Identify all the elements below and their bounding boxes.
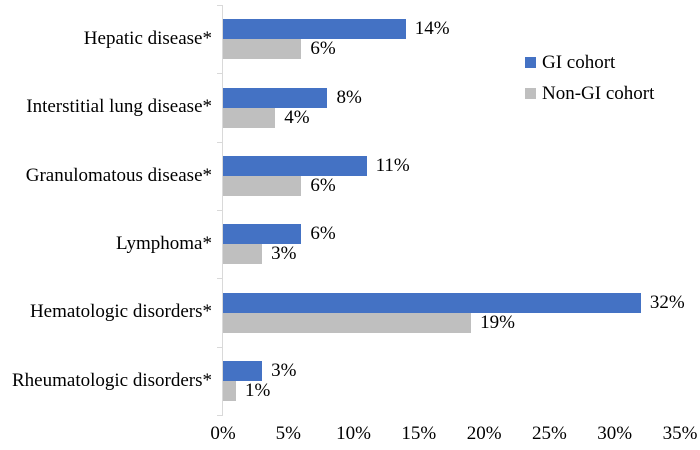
- x-axis-tick-label: 20%: [466, 423, 502, 444]
- bar-non-gi-cohort: [223, 39, 302, 60]
- bar-gi-cohort: [223, 87, 328, 108]
- non-gi-cohort-swatch-icon: [525, 88, 536, 99]
- value-label: 6%: [310, 38, 336, 60]
- y-axis-tick: [217, 278, 223, 279]
- y-axis-tick: [217, 73, 223, 74]
- legend: GI cohort Non-GI cohort: [525, 47, 654, 109]
- bar-non-gi-cohort: [223, 107, 276, 128]
- value-label: 11%: [375, 154, 410, 176]
- value-label: 14%: [414, 18, 450, 40]
- y-axis-tick: [217, 5, 223, 6]
- category-label: Lymphoma*: [115, 233, 212, 255]
- bar-gi-cohort: [223, 19, 406, 40]
- bar-gi-cohort: [223, 292, 641, 313]
- category-label: Hematologic disorders*: [29, 301, 212, 323]
- x-axis-tick-label: 25%: [532, 423, 567, 444]
- x-axis-tick-label: 15%: [401, 423, 437, 444]
- value-label: 1%: [245, 379, 271, 401]
- x-axis-tick-label: 10%: [336, 423, 371, 444]
- legend-item-gi-cohort: GI cohort: [525, 47, 654, 78]
- bar-gi-cohort: [223, 155, 367, 176]
- category-label: Granulomatous disease*: [25, 164, 212, 186]
- value-label: 3%: [271, 359, 297, 381]
- value-label: 6%: [310, 174, 336, 196]
- bar-non-gi-cohort: [223, 244, 263, 265]
- x-axis-tick-label: 5%: [275, 423, 301, 444]
- legend-label: Non-GI cohort: [542, 82, 655, 104]
- category-label: Hepatic disease*: [83, 28, 212, 50]
- value-label: 6%: [310, 223, 336, 245]
- x-axis-tick-label: 30%: [597, 423, 633, 444]
- x-axis-tick-label: 0%: [210, 423, 236, 444]
- gi-cohort-swatch-icon: [525, 57, 536, 68]
- category-label: Interstitial lung disease*: [26, 96, 212, 118]
- value-label: 19%: [480, 311, 515, 333]
- plot-area: 14% 6% 8% 4% 11% 6% 6% 3% 32% 19% 3% 1%: [223, 5, 685, 415]
- value-label: 4%: [284, 106, 310, 128]
- bar-gi-cohort: [223, 224, 302, 245]
- bar-gi-cohort: [223, 360, 263, 381]
- bar-non-gi-cohort: [223, 380, 237, 401]
- value-label: 3%: [271, 243, 297, 265]
- category-label: Rheumatologic disorders*: [12, 369, 212, 391]
- y-axis-tick: [217, 142, 223, 143]
- x-axis-tick-label: 35%: [662, 423, 698, 444]
- y-axis-tick: [217, 210, 223, 211]
- value-label: 8%: [336, 86, 362, 108]
- y-axis-tick: [217, 347, 223, 348]
- bar-non-gi-cohort: [223, 175, 302, 196]
- legend-label: GI cohort: [542, 51, 616, 73]
- bar-non-gi-cohort: [223, 312, 472, 333]
- value-label: 32%: [649, 291, 685, 313]
- y-axis-tick: [217, 415, 223, 416]
- legend-item-non-gi-cohort: Non-GI cohort: [525, 78, 654, 109]
